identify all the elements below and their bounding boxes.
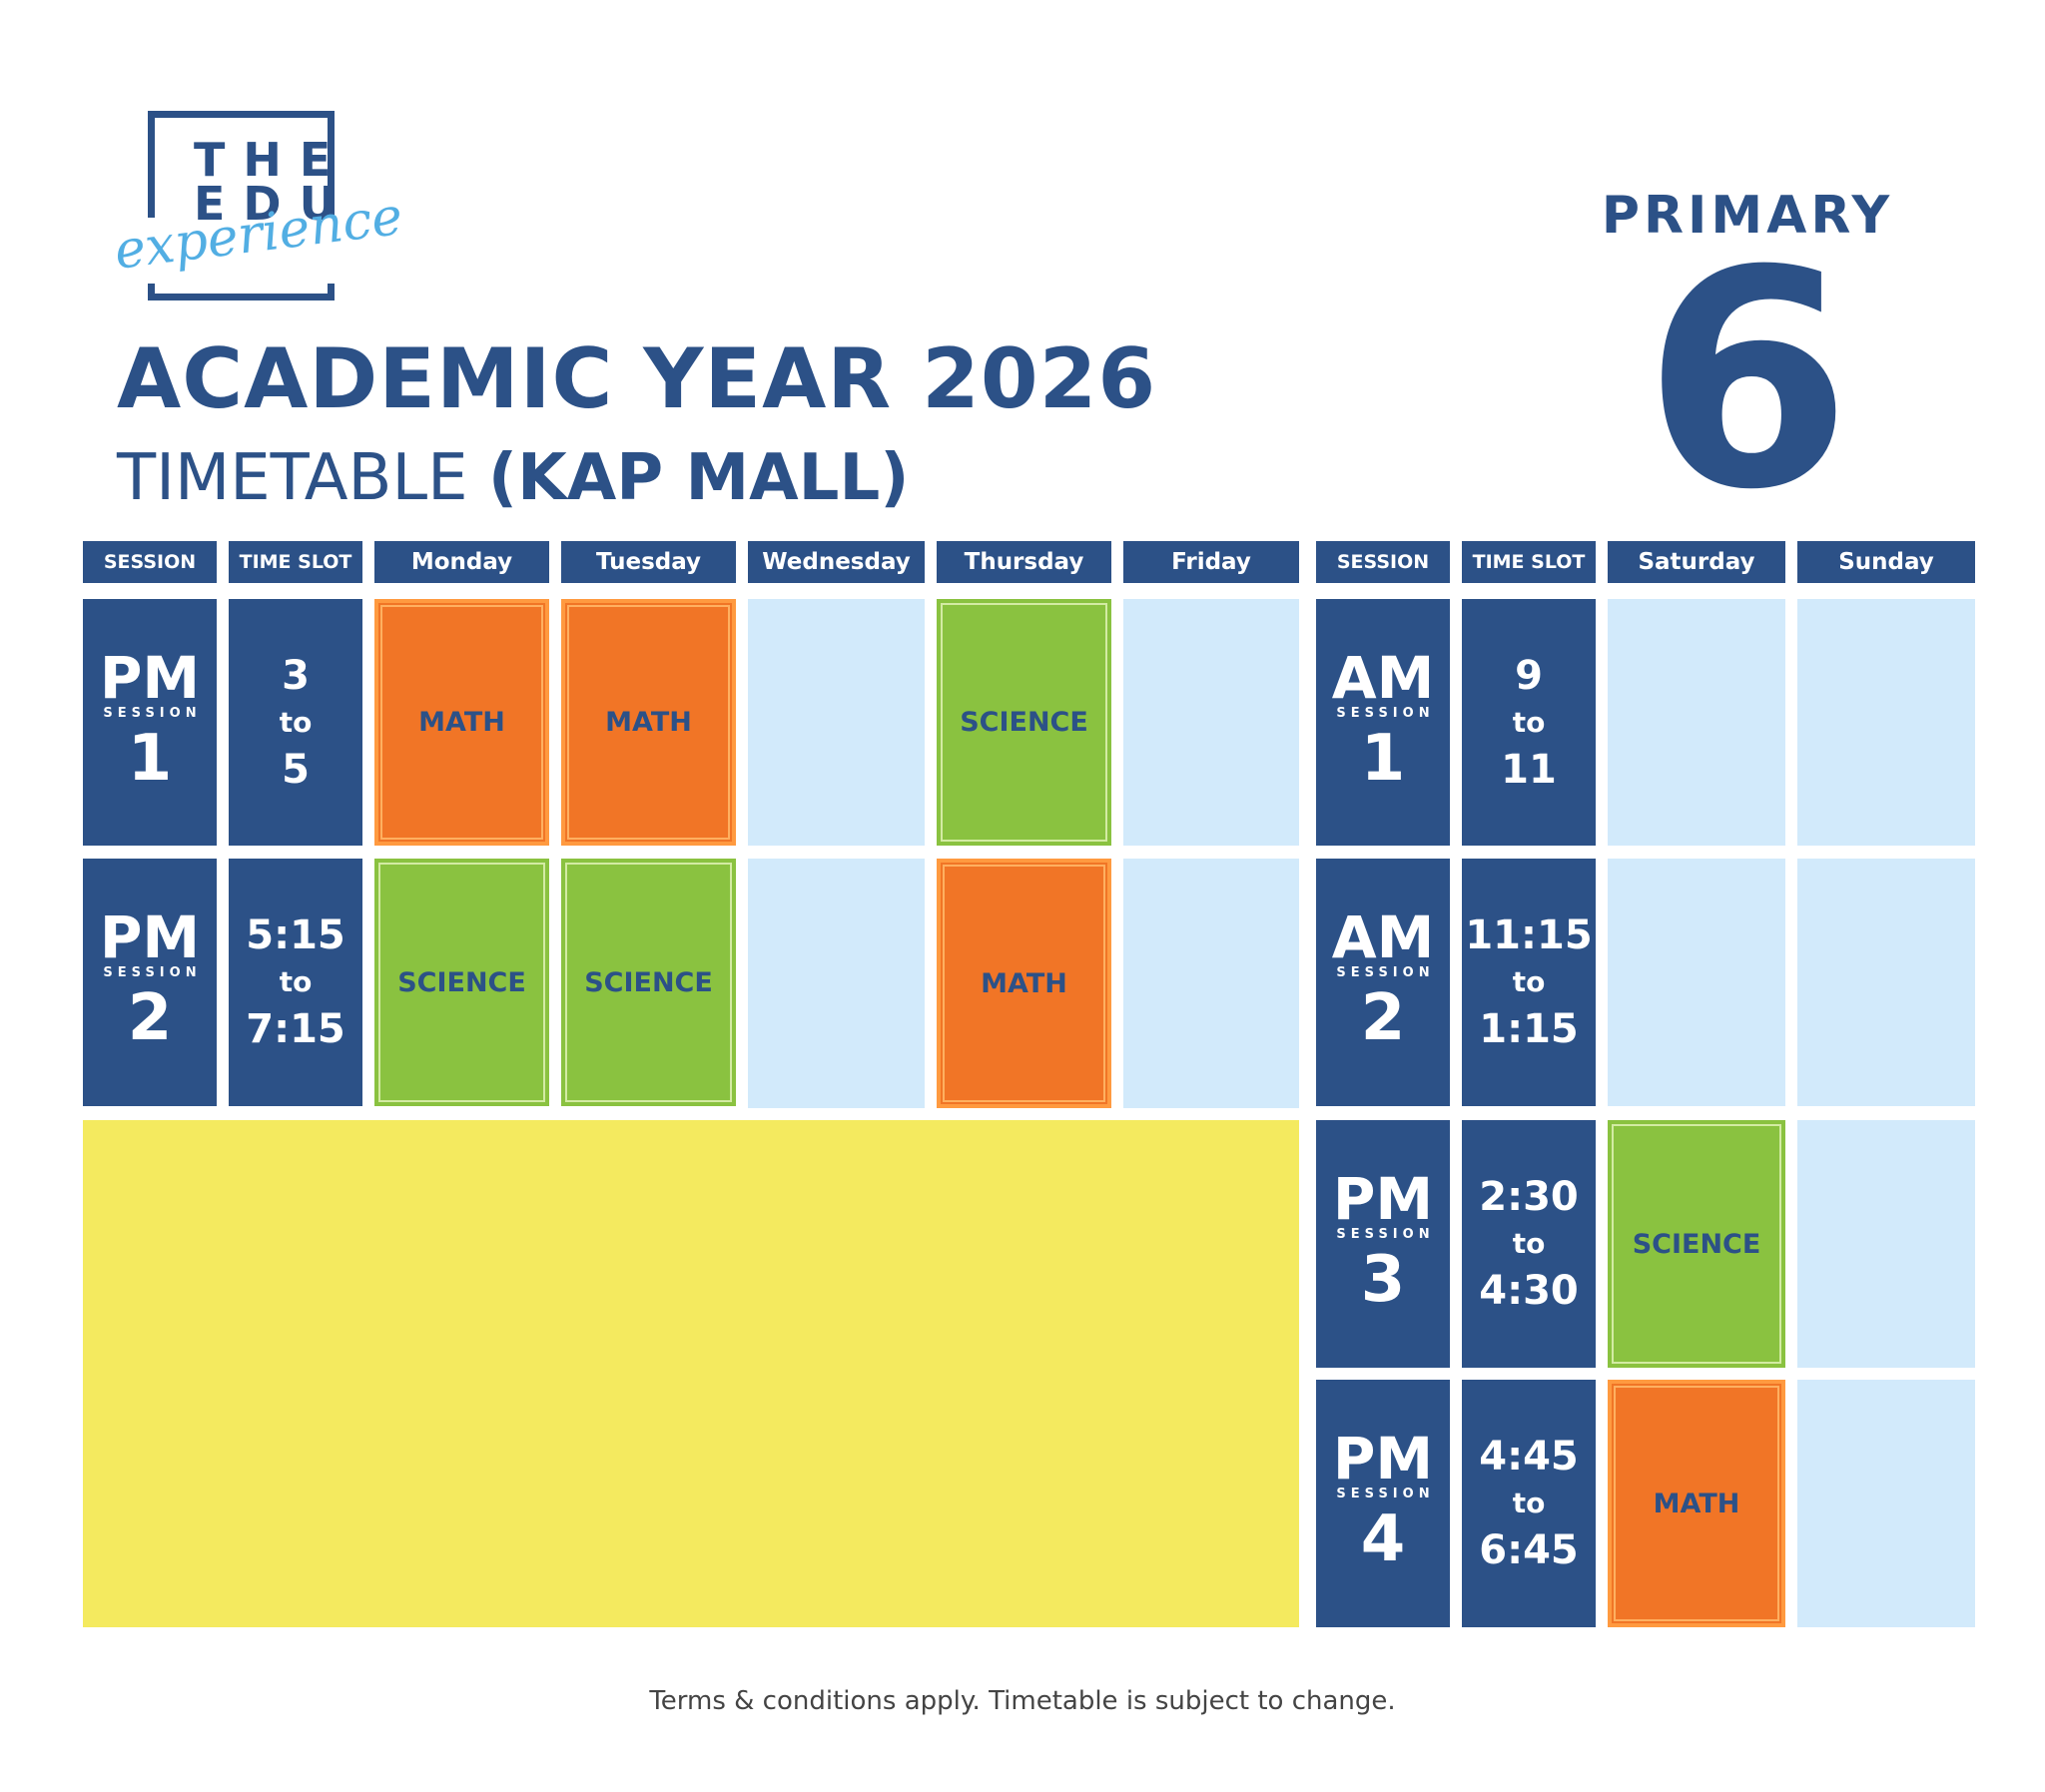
time-slot-cell: 3 to 5 <box>229 599 362 846</box>
header-session-weekend: SESSION <box>1316 541 1450 583</box>
session-cell-pm-2: PM SESSION 2 <box>83 859 217 1106</box>
header-day-friday: Friday <box>1123 541 1299 583</box>
session-word: SESSION <box>103 705 202 721</box>
header-day-wednesday: Wednesday <box>748 541 925 583</box>
session-number: 4 <box>1360 1502 1406 1576</box>
time-to: to <box>1512 965 1546 998</box>
class-cell-math: MATH <box>374 599 549 846</box>
session-cell-pm-4: PM SESSION 4 <box>1316 1380 1450 1627</box>
session-number: 3 <box>1360 1243 1406 1317</box>
level-number: 6 <box>1643 207 1852 555</box>
empty-cell <box>748 599 925 846</box>
session-number: 1 <box>1360 721 1406 796</box>
header-day-monday: Monday <box>374 541 549 583</box>
empty-cell <box>1608 599 1785 846</box>
session-word: SESSION <box>1336 1227 1435 1242</box>
empty-cell <box>1608 859 1785 1106</box>
session-type: AM <box>1331 903 1435 971</box>
time-start: 9 <box>1515 652 1543 699</box>
logo-text-the: THE <box>194 133 349 187</box>
time-slot-cell: 11:15 to 1:15 <box>1462 859 1596 1106</box>
header-day-saturday: Saturday <box>1608 541 1785 583</box>
time-start: 2:30 <box>1479 1174 1579 1220</box>
session-cell-pm-3: PM SESSION 3 <box>1316 1120 1450 1368</box>
time-to: to <box>1512 1227 1546 1260</box>
session-cell-am-2: AM SESSION 2 <box>1316 859 1450 1106</box>
empty-cell <box>748 859 925 1108</box>
blank-yellow-panel <box>83 1120 1299 1627</box>
class-cell-science: SCIENCE <box>561 859 736 1106</box>
subtitle-location: (KAP MALL) <box>487 441 910 515</box>
session-number: 2 <box>127 981 173 1055</box>
session-number: 2 <box>1360 981 1406 1055</box>
session-type: PM <box>1332 1425 1434 1493</box>
page-subtitle: TIMETABLE (KAP MALL) <box>117 441 909 515</box>
empty-cell <box>1797 1120 1975 1368</box>
time-end: 7:15 <box>246 1006 345 1052</box>
time-end: 4:30 <box>1479 1268 1579 1314</box>
footer-disclaimer: Terms & conditions apply. Timetable is s… <box>649 1686 1396 1716</box>
header-day-thursday: Thursday <box>937 541 1111 583</box>
header-day-sunday: Sunday <box>1797 541 1975 583</box>
session-word: SESSION <box>103 965 202 980</box>
subtitle-prefix: TIMETABLE <box>117 441 488 515</box>
class-cell-science: SCIENCE <box>1608 1120 1785 1368</box>
header-day-tuesday: Tuesday <box>561 541 736 583</box>
class-cell-math: MATH <box>1608 1380 1785 1627</box>
session-cell-pm-1: PM SESSION 1 <box>83 599 217 846</box>
empty-cell <box>1797 599 1975 846</box>
time-end: 5 <box>282 746 310 793</box>
time-slot-cell: 9 to 11 <box>1462 599 1596 846</box>
session-type: PM <box>99 903 201 971</box>
empty-cell <box>1797 859 1975 1106</box>
page-title: ACADEMIC YEAR 2026 <box>117 330 1157 427</box>
header-time-slot-weekend: TIME SLOT <box>1462 541 1596 583</box>
time-end: 1:15 <box>1479 1006 1579 1052</box>
session-cell-am-1: AM SESSION 1 <box>1316 599 1450 846</box>
time-to: to <box>1512 1487 1546 1519</box>
time-to: to <box>279 705 313 739</box>
session-word: SESSION <box>1336 1487 1435 1501</box>
empty-cell <box>1123 599 1299 846</box>
class-cell-science: SCIENCE <box>374 859 549 1106</box>
logo-text-edu: EDU <box>194 177 354 231</box>
session-type: PM <box>1332 1165 1434 1233</box>
time-start: 4:45 <box>1479 1434 1579 1480</box>
time-to: to <box>1512 705 1546 739</box>
time-end: 6:45 <box>1479 1527 1579 1573</box>
header-time-slot-weekday: TIME SLOT <box>229 541 362 583</box>
session-word: SESSION <box>1336 965 1435 980</box>
empty-cell <box>1123 859 1299 1108</box>
time-start: 11:15 <box>1465 912 1593 958</box>
class-cell-science: SCIENCE <box>937 599 1111 846</box>
time-slot-cell: 5:15 to 7:15 <box>229 859 362 1106</box>
time-end: 11 <box>1501 746 1557 793</box>
time-start: 5:15 <box>246 912 345 958</box>
time-slot-cell: 4:45 to 6:45 <box>1462 1380 1596 1627</box>
session-word: SESSION <box>1336 705 1435 721</box>
empty-cell <box>1797 1380 1975 1627</box>
class-cell-math: MATH <box>937 859 1111 1108</box>
class-cell-math: MATH <box>561 599 736 846</box>
session-number: 1 <box>127 721 173 796</box>
level-label: PRIMARY <box>1601 186 1894 246</box>
logo-frame-gap <box>112 218 361 284</box>
session-type: PM <box>99 643 201 712</box>
header-session-weekday: SESSION <box>83 541 217 583</box>
time-slot-cell: 2:30 to 4:30 <box>1462 1120 1596 1368</box>
time-start: 3 <box>282 652 310 699</box>
session-type: AM <box>1331 643 1435 712</box>
time-to: to <box>279 965 313 998</box>
